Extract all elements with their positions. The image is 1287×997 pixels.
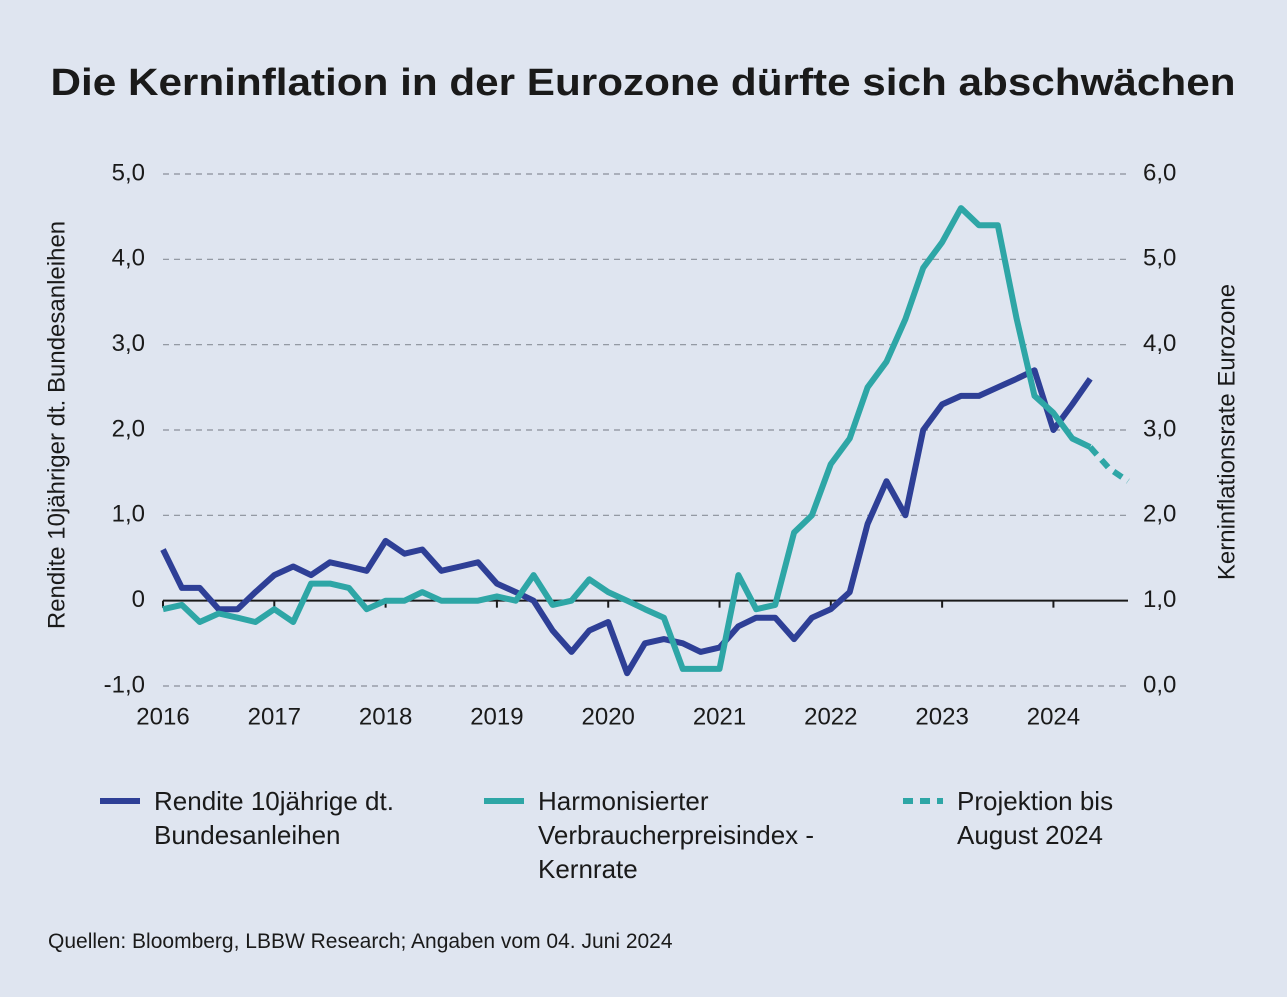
y-axis-label: Rendite 10jähriger dt. Bundesanleihen (43, 221, 70, 629)
y-tick-label: 4,0 (112, 245, 145, 272)
legend-swatch (903, 798, 943, 804)
source-note: Quellen: Bloomberg, LBBW Research; Angab… (48, 930, 673, 953)
x-tick-label: 2018 (359, 703, 412, 730)
x-tick-label: 2021 (693, 703, 746, 730)
legend-swatch (100, 798, 140, 804)
y-tick-label: 3,0 (112, 330, 145, 357)
series-line (162, 205, 1092, 672)
legend-swatch (484, 798, 524, 804)
y2-tick-label: 4,0 (1143, 330, 1176, 357)
legend-label: Harmonisierter Verbraucherpreisindex - K… (538, 786, 815, 884)
legend-entry: Projektion bis August 2024 (903, 784, 1147, 852)
x-tick-label: 2024 (1027, 703, 1080, 730)
y-tick-label: -1,0 (104, 671, 145, 698)
y-tick-label: 1,0 (112, 501, 145, 528)
series-line (160, 367, 1093, 677)
y2-tick-label: 0,0 (1143, 671, 1176, 698)
x-tick-label: 2019 (470, 703, 523, 730)
series-line (1087, 445, 1130, 484)
legend-entry: Rendite 10jährige dt. Bundesanleihen (100, 784, 434, 852)
x-tick-label: 2023 (915, 703, 968, 730)
x-tick-label: 2017 (248, 703, 301, 730)
legend-label: Rendite 10jährige dt. Bundesanleihen (154, 786, 394, 850)
x-tick-label: 2020 (582, 703, 635, 730)
x-tick-label: 2016 (136, 703, 189, 730)
legend-label: Projektion bis August 2024 (957, 786, 1114, 850)
chart-title: Die Kerninflation in der Eurozone dürfte… (51, 62, 1236, 104)
y-tick-label: 5,0 (112, 159, 145, 186)
y2-tick-label: 1,0 (1143, 586, 1176, 613)
y-tick-label: 2,0 (112, 415, 145, 442)
y2-tick-label: 3,0 (1143, 415, 1176, 442)
y-tick-label: 0 (132, 586, 145, 613)
y2-tick-label: 6,0 (1143, 159, 1176, 186)
y2-tick-label: 5,0 (1143, 245, 1176, 272)
legend-entry: Harmonisierter Verbraucherpreisindex - K… (484, 784, 838, 886)
x-tick-label: 2022 (804, 703, 857, 730)
y2-axis-label: Kerninflationsrate Eurozone (1213, 284, 1240, 580)
y2-tick-label: 2,0 (1143, 501, 1176, 528)
